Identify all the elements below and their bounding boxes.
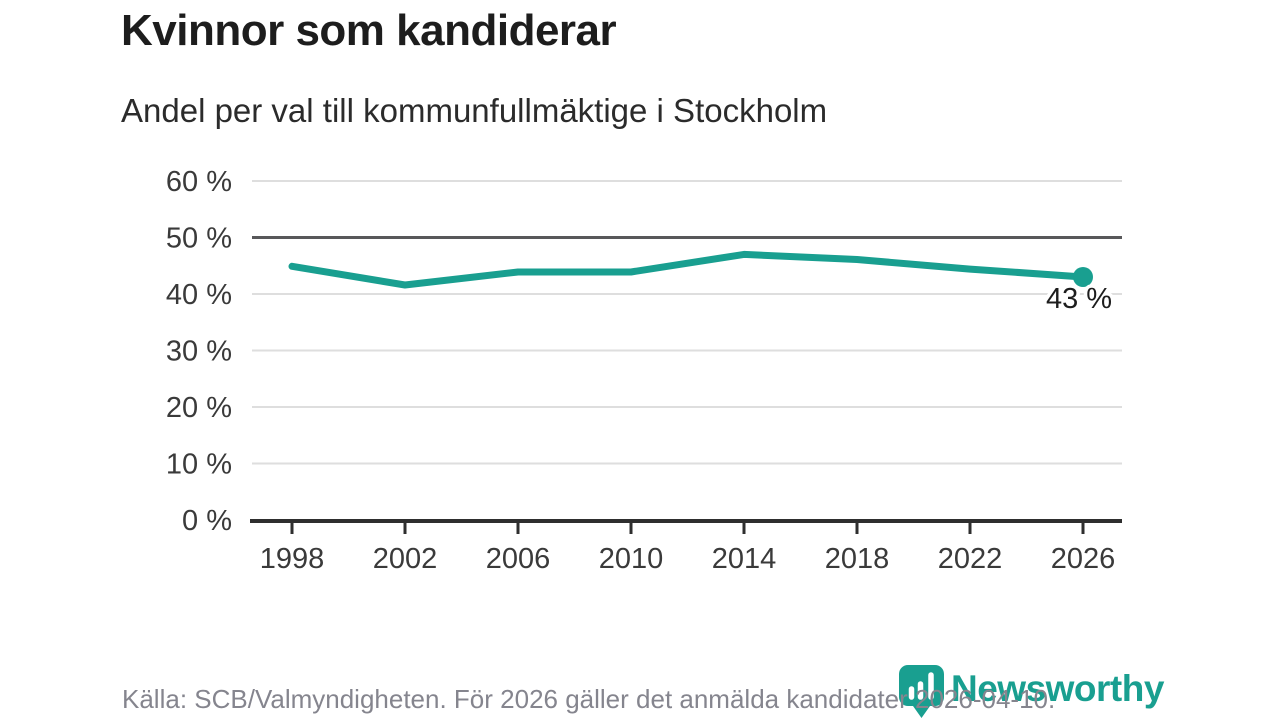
y-tick-label: 30 % bbox=[166, 336, 232, 368]
newsworthy-wordmark: Newsworthy bbox=[951, 668, 1164, 709]
x-tick-label: 2026 bbox=[1051, 543, 1116, 575]
y-tick-label: 0 % bbox=[182, 505, 232, 537]
x-tick-label: 2006 bbox=[486, 543, 551, 575]
chart-title: Kvinnor som kandiderar bbox=[121, 6, 617, 55]
newsworthy-pin-barchart-icon bbox=[899, 665, 944, 718]
y-tick-label: 50 % bbox=[166, 223, 232, 255]
chart-subtitle: Andel per val till kommunfullmäktige i S… bbox=[121, 92, 828, 129]
x-tick-label: 1998 bbox=[260, 543, 325, 575]
series-line bbox=[288, 250, 1087, 289]
y-tick-label: 20 % bbox=[166, 392, 232, 424]
x-tick-label: 2002 bbox=[373, 543, 438, 575]
source-note: Källa: SCB/Valmyndigheten. För 2026 gäll… bbox=[122, 684, 1056, 714]
x-tick-label: 2022 bbox=[938, 543, 1003, 575]
newsworthy-logo: Newsworthy bbox=[898, 664, 1164, 719]
x-tick-label: 2010 bbox=[599, 543, 664, 575]
x-tick-label: 2018 bbox=[825, 543, 890, 575]
y-tick-label: 40 % bbox=[166, 279, 232, 311]
y-tick-label: 10 % bbox=[166, 449, 232, 481]
x-tick-label: 2014 bbox=[712, 543, 777, 575]
end-point-label: 43 % bbox=[1046, 283, 1112, 315]
end-point-marker bbox=[1073, 267, 1093, 287]
y-tick-label: 60 % bbox=[166, 166, 232, 198]
